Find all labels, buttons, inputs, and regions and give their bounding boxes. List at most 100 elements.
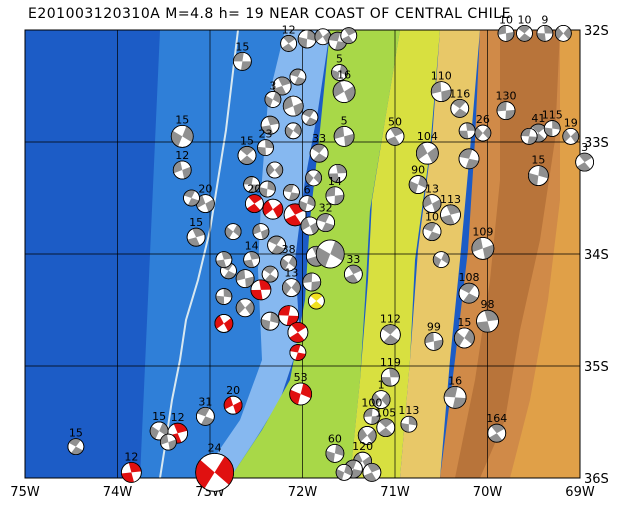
depth-label: 5 xyxy=(341,114,348,127)
focal-mechanism-ball: 53 xyxy=(289,371,313,406)
depth-label: 99 xyxy=(427,320,441,333)
focal-mechanism-ball: 16 xyxy=(443,374,467,409)
depth-label: 13 xyxy=(425,183,439,196)
depth-label: 10 xyxy=(425,211,439,224)
focal-mechanism-ball xyxy=(289,344,307,361)
depth-label: 98 xyxy=(481,298,495,311)
depth-label: 15 xyxy=(189,216,203,229)
focal-mechanism-ball xyxy=(243,176,261,193)
depth-label: 1 xyxy=(378,379,385,392)
compression-quadrant xyxy=(236,300,255,316)
focal-mechanism-ball: 9 xyxy=(536,13,554,42)
depth-label: 16 xyxy=(448,374,462,387)
focal-mechanism-ball: 3 xyxy=(264,79,282,108)
focal-mechanism-ball: 13 xyxy=(281,267,301,298)
focal-mechanism-ball: 13 xyxy=(422,183,442,214)
focal-mechanism-ball: 1 xyxy=(371,379,391,410)
depth-label: 15 xyxy=(235,40,249,53)
focal-mechanism-ball: 24 xyxy=(195,441,235,492)
lat-tick-label: 33S xyxy=(584,136,609,151)
compression-quadrant xyxy=(252,223,269,240)
depth-label: 112 xyxy=(380,313,401,326)
compression-quadrant xyxy=(341,27,356,44)
depth-label: 19 xyxy=(564,116,578,129)
depth-label: 90 xyxy=(411,164,425,177)
focal-mechanism-ball xyxy=(287,321,309,343)
focal-mechanism-ball: 164 xyxy=(486,412,507,443)
depth-label: 14 xyxy=(328,175,342,188)
compression-quadrant xyxy=(431,81,452,102)
focal-mechanism-ball: 104 xyxy=(415,130,439,165)
depth-label: 12 xyxy=(282,23,296,36)
focal-mechanism-ball xyxy=(262,198,284,220)
compression-quadrant xyxy=(314,29,331,44)
focal-mechanism-ball: 33 xyxy=(309,132,329,163)
compression-quadrant xyxy=(240,146,254,165)
compression-quadrant xyxy=(386,127,404,146)
focal-mechanism-ball xyxy=(159,433,177,451)
focal-mechanism-ball xyxy=(283,203,307,227)
focal-mechanism-ball xyxy=(284,122,302,140)
depth-label: 12 xyxy=(171,411,185,424)
depth-label: 50 xyxy=(388,115,402,128)
focal-mechanism-ball: 14 xyxy=(325,175,345,206)
compression-quadrant xyxy=(261,312,280,331)
focal-mechanism-ball: 60 xyxy=(325,432,345,463)
depth-label: 15 xyxy=(531,154,545,167)
compression-quadrant xyxy=(423,222,441,241)
compression-quadrant xyxy=(325,186,344,205)
compression-quadrant xyxy=(196,407,214,426)
depth-label: 109 xyxy=(472,225,493,238)
map-title: E201003120310A M=4.8 h= 19 NEAR COAST OF… xyxy=(28,6,511,22)
compression-quadrant xyxy=(283,96,304,116)
focal-mechanism-ball: 115 xyxy=(542,109,563,137)
compression-quadrant xyxy=(424,332,443,351)
compression-quadrant xyxy=(471,237,494,260)
compression-quadrant xyxy=(289,383,312,405)
compression-quadrant xyxy=(266,163,283,177)
compression-quadrant xyxy=(273,77,291,95)
compression-quadrant xyxy=(243,251,260,268)
depth-label: 20 xyxy=(198,183,212,196)
compression-quadrant xyxy=(317,213,335,232)
compression-quadrant xyxy=(285,123,302,138)
compression-quadrant xyxy=(285,203,306,226)
compression-quadrant xyxy=(311,144,327,163)
focal-mechanism-ball: 33 xyxy=(343,253,363,284)
focal-mechanism-ball: 26 xyxy=(474,113,492,142)
focal-mechanism-ball xyxy=(250,279,272,301)
focal-mechanism-ball: 32 xyxy=(316,202,336,233)
depth-label: 12 xyxy=(175,149,189,162)
compression-quadrant xyxy=(173,161,192,179)
compression-quadrant xyxy=(68,438,83,455)
compression-quadrant xyxy=(518,25,531,42)
compression-quadrant xyxy=(243,176,260,193)
compression-quadrant xyxy=(261,116,279,135)
compression-quadrant xyxy=(268,236,285,255)
compression-quadrant xyxy=(331,64,348,81)
compression-quadrant xyxy=(246,194,262,213)
focal-mechanism-ball xyxy=(282,183,300,201)
compression-quadrant xyxy=(302,273,321,292)
focal-mechanism-ball xyxy=(362,462,382,482)
depth-label: 38 xyxy=(282,243,296,256)
focal-mechanism-ball xyxy=(278,305,300,327)
compression-quadrant xyxy=(160,434,177,451)
compression-quadrant xyxy=(459,148,479,169)
focal-mechanism-ball xyxy=(252,223,270,241)
depth-label: 3 xyxy=(269,79,276,92)
focal-mechanism-ball: 15 xyxy=(527,154,549,187)
focal-mechanism-ball xyxy=(340,27,358,44)
depth-label: 110 xyxy=(431,70,452,83)
compression-quadrant xyxy=(290,69,306,86)
depth-label: 23 xyxy=(259,128,273,141)
lon-tick-label: 69W xyxy=(565,485,595,500)
focal-mechanism-ball: 119 xyxy=(380,356,401,387)
focal-mechanism-ball xyxy=(260,311,280,331)
compression-quadrant xyxy=(289,344,306,361)
focal-mechanism-ball xyxy=(183,189,200,207)
depth-label: 10 xyxy=(499,13,513,26)
focal-mechanism-ball: 110 xyxy=(431,70,452,102)
compression-quadrant xyxy=(440,204,461,225)
